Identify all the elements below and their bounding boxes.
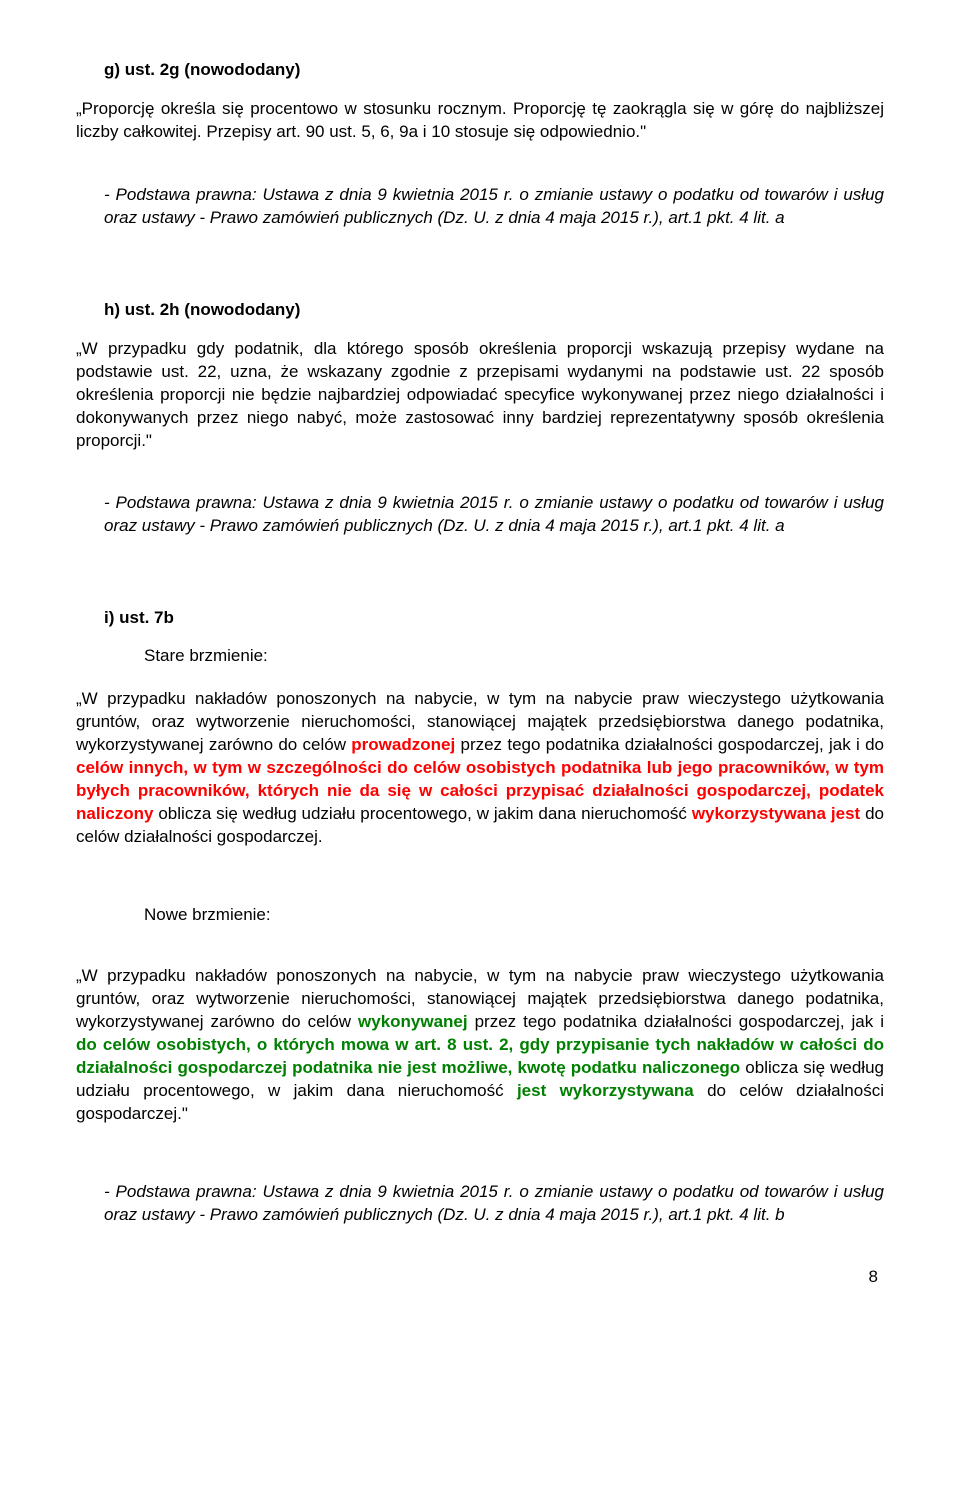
new-wording-label: Nowe brzmienie:: [144, 905, 884, 925]
spacer: [76, 1147, 884, 1181]
old-wording-text: „W przypadku nakładów ponoszonych na nab…: [76, 688, 884, 849]
text-fragment: przez tego podatnika działalności gospod…: [468, 1012, 884, 1031]
removed-text: wykorzystywana jest: [692, 804, 860, 823]
spacer: [76, 252, 884, 300]
text-fragment: przez tego podatnika działalności gospod…: [455, 735, 884, 754]
section-h-body: „W przypadku gdy podatnik, dla którego s…: [76, 338, 884, 453]
spacer: [76, 947, 884, 965]
section-g-body: „Proporcję określa się procentowo w stos…: [76, 98, 884, 144]
new-wording-text: „W przypadku nakładów ponoszonych na nab…: [76, 965, 884, 1126]
section-g-heading: g) ust. 2g (nowododany): [104, 60, 884, 80]
spacer: [76, 474, 884, 492]
section-h-heading: h) ust. 2h (nowododany): [104, 300, 884, 320]
text-fragment: oblicza się według udziału procentowego,…: [153, 804, 691, 823]
spacer: [76, 871, 884, 905]
section-h-legal-basis: - Podstawa prawna: Ustawa z dnia 9 kwiet…: [104, 492, 884, 538]
spacer: [76, 166, 884, 184]
section-g-legal-basis: - Podstawa prawna: Ustawa z dnia 9 kwiet…: [104, 184, 884, 230]
section-i-legal-basis: - Podstawa prawna: Ustawa z dnia 9 kwiet…: [104, 1181, 884, 1227]
document-page: g) ust. 2g (nowododany) „Proporcję okreś…: [0, 0, 960, 1327]
section-i-heading: i) ust. 7b: [104, 608, 884, 628]
removed-text: prowadzonej: [351, 735, 455, 754]
added-text: wykonywanej: [358, 1012, 468, 1031]
old-wording-label: Stare brzmienie:: [144, 646, 884, 666]
page-number: 8: [76, 1267, 884, 1287]
added-text: jest wykorzystywana: [517, 1081, 694, 1100]
spacer: [76, 560, 884, 608]
